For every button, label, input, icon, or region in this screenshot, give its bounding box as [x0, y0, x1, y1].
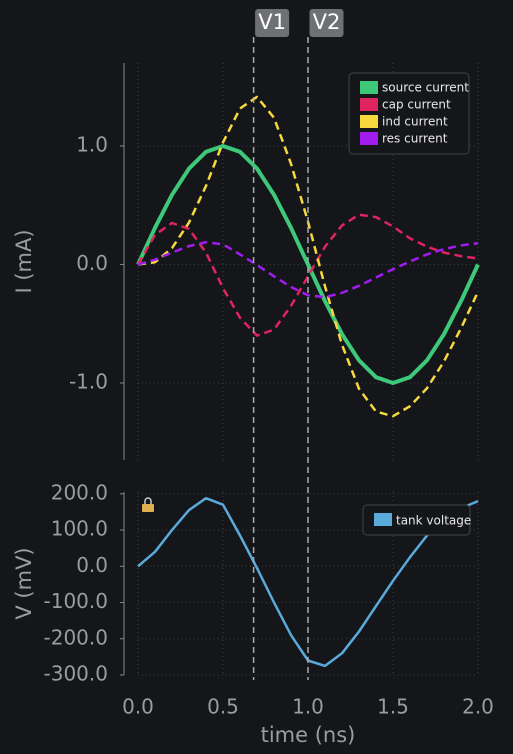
marker-box	[255, 9, 290, 37]
marker-box	[309, 9, 344, 37]
marker-label: V1	[258, 10, 286, 34]
marker-label: V2	[313, 10, 341, 34]
x-tick-label: 0.0	[122, 695, 154, 719]
y-tick-label: -300.0	[44, 662, 108, 686]
legend-box	[348, 72, 470, 155]
x-tick-label: 1.5	[377, 695, 409, 719]
y-tick-label: -1.0	[69, 369, 108, 393]
legend-label: ind current	[382, 115, 448, 129]
y-tick-label: 0.0	[76, 553, 108, 577]
legend-box	[362, 504, 471, 536]
x-tick-label: 2.0	[462, 695, 494, 719]
y-tick-label: -100.0	[44, 589, 108, 613]
x-tick-label: 0.5	[207, 695, 239, 719]
y-axis-label: V (mV)	[12, 547, 36, 619]
legend-label: cap current	[382, 98, 451, 112]
series-line	[137, 240, 479, 299]
y-tick-label: 1.0	[76, 132, 108, 156]
y-axis-label: I (mA)	[12, 229, 36, 293]
legend-swatch	[360, 81, 378, 94]
y-tick-label: 200.0	[51, 480, 108, 504]
legend-label: tank voltage	[396, 514, 471, 528]
legend-swatch	[360, 98, 378, 111]
x-tick-label: 1.0	[292, 695, 324, 719]
lock-icon	[142, 497, 154, 512]
legend-swatch	[360, 132, 378, 145]
legend-label: source current	[382, 81, 469, 95]
y-tick-label: 0.0	[76, 251, 108, 275]
x-axis-label: time (ns)	[261, 723, 356, 747]
series-line	[136, 213, 479, 337]
series-line	[136, 144, 480, 385]
legend-swatch	[360, 115, 378, 128]
legend-swatch	[374, 513, 392, 526]
y-tick-label: 100.0	[51, 517, 108, 541]
y-tick-label: -200.0	[44, 625, 108, 649]
legend-label: res current	[382, 132, 448, 146]
